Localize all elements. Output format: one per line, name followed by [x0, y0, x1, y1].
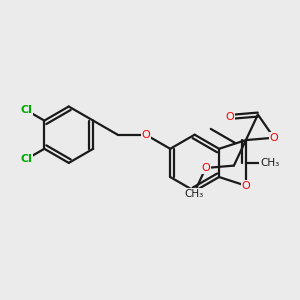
Text: O: O: [201, 163, 210, 173]
Text: CH₃: CH₃: [184, 188, 203, 199]
Text: O: O: [270, 133, 278, 143]
Text: O: O: [225, 112, 234, 122]
Text: O: O: [242, 181, 250, 191]
Text: O: O: [141, 130, 150, 140]
Text: Cl: Cl: [20, 105, 32, 115]
Text: Cl: Cl: [20, 154, 32, 164]
Text: CH₃: CH₃: [260, 158, 280, 168]
